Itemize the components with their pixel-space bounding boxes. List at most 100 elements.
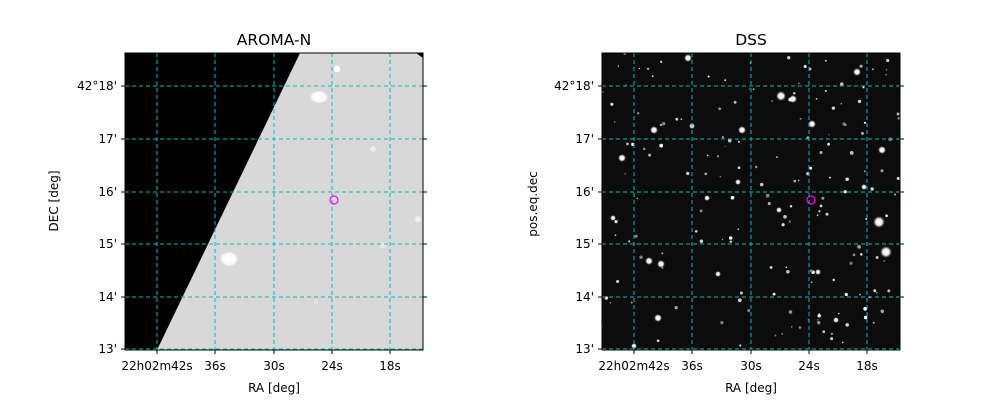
star (721, 238, 724, 241)
star (783, 214, 787, 219)
star (849, 151, 854, 155)
star (765, 193, 770, 198)
star (885, 69, 888, 71)
star (771, 100, 774, 102)
star (793, 91, 796, 95)
star (808, 120, 816, 128)
star (739, 291, 743, 295)
star (798, 82, 800, 85)
star (880, 169, 884, 173)
star (791, 326, 793, 328)
y-axis-label: DEC [deg] (47, 171, 61, 232)
star (815, 269, 821, 275)
star (863, 306, 868, 311)
ra-tick-label: 24s (321, 359, 343, 373)
star (883, 260, 886, 262)
star (840, 103, 842, 105)
star (788, 310, 793, 314)
star (651, 75, 654, 78)
coverage-region (157, 53, 423, 350)
star (809, 166, 813, 170)
panel-title: AROMA-N (237, 31, 311, 49)
star (699, 209, 703, 213)
star (894, 193, 896, 196)
star (861, 184, 867, 190)
dec-tick-label: 13' (575, 342, 594, 356)
star (896, 112, 900, 116)
star (845, 177, 849, 181)
star (769, 265, 773, 269)
faint-source (333, 65, 341, 73)
star (727, 138, 732, 143)
star (798, 326, 802, 329)
star (613, 121, 616, 123)
faint-source (380, 242, 386, 248)
star (838, 312, 840, 315)
star (797, 179, 800, 182)
star (729, 240, 733, 243)
star (767, 201, 771, 206)
bright-source (219, 251, 239, 267)
star-field (602, 53, 900, 349)
ra-tick-label: 22h02m42s (121, 359, 192, 373)
star (815, 98, 818, 100)
star (724, 145, 726, 148)
star (748, 88, 750, 90)
star (788, 97, 793, 102)
star (830, 337, 834, 341)
aroma-n-grid (125, 53, 423, 350)
star (821, 196, 825, 200)
ra-tick-label: 30s (263, 359, 285, 373)
star (825, 212, 829, 216)
star (680, 118, 683, 121)
star (799, 117, 802, 120)
star (699, 239, 704, 244)
star (841, 341, 844, 344)
star (737, 140, 740, 143)
star (625, 84, 627, 86)
star (852, 253, 856, 257)
ra-tick-label: 18s (856, 359, 878, 373)
star (659, 123, 663, 127)
star (849, 261, 853, 265)
star (860, 253, 863, 256)
star (631, 343, 637, 349)
dec-tick-label: 14' (575, 290, 594, 304)
star (707, 75, 710, 78)
star (609, 301, 612, 304)
faint-source (415, 216, 421, 222)
star (645, 257, 653, 265)
tick-marks (121, 85, 427, 354)
star (715, 271, 721, 277)
star (719, 176, 721, 178)
star (865, 217, 868, 221)
star (842, 122, 846, 126)
star (646, 67, 650, 71)
star (886, 58, 890, 63)
star (788, 220, 791, 223)
star (735, 179, 741, 185)
star (639, 255, 643, 260)
star (637, 112, 640, 115)
aroma-n-panel: AROMA-N 22h02m42s 36s 30s 24s 18s 42°18'… (47, 31, 427, 395)
star (896, 177, 900, 180)
panel-title: DSS (735, 31, 767, 49)
star (626, 142, 629, 146)
star (659, 143, 664, 148)
dec-tick-label: 15' (98, 237, 117, 251)
dec-tick-label: 42°18' (77, 79, 117, 93)
target-marker (329, 195, 339, 205)
star (859, 64, 863, 68)
faint-source (314, 300, 318, 304)
target-marker (806, 195, 816, 205)
star (853, 68, 861, 76)
star (752, 88, 755, 91)
dec-tick-label: 17' (575, 132, 594, 146)
star (638, 67, 641, 70)
star (876, 292, 878, 294)
star (737, 166, 741, 169)
star (657, 260, 665, 268)
star (737, 298, 742, 303)
star (642, 147, 646, 151)
